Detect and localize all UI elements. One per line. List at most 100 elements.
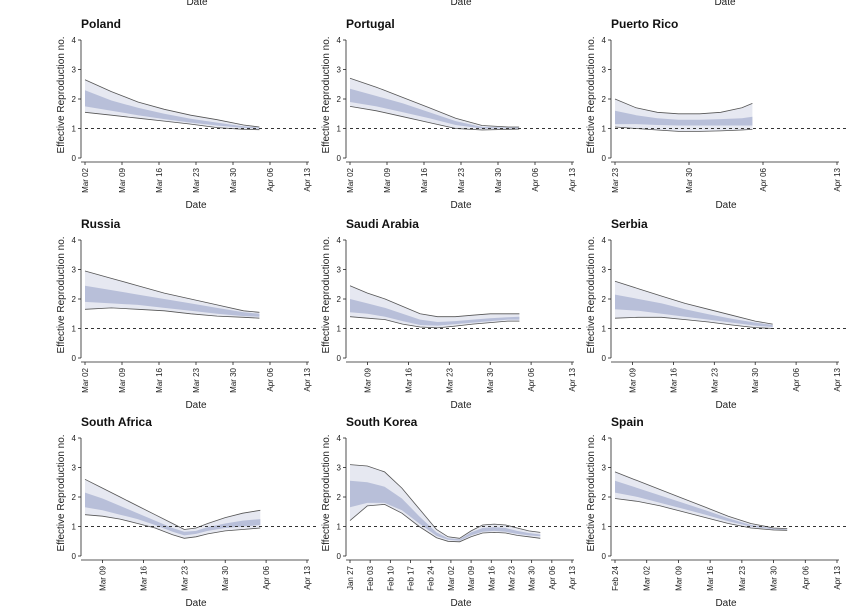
y-tick-label: 0: [72, 154, 77, 163]
x-tick-label: Mar 23: [192, 167, 201, 192]
outer-credible-band: [85, 479, 261, 539]
x-tick-label: Mar 09: [99, 565, 108, 590]
y-tick-label: 1: [602, 523, 607, 532]
y-tick-label: 0: [337, 552, 342, 561]
x-tick-label: Apr 13: [303, 565, 312, 589]
x-tick-label: Mar 09: [383, 167, 392, 192]
panel-2: 0 1 2 3 4 Mar 23 Mar 30 Apr 06 Apr 13 Puerto Rico…: [586, 17, 847, 211]
top-date-label-3: Date: [714, 0, 736, 8]
x-tick-label: Mar 09: [364, 367, 373, 392]
x-tick-label: Apr 06: [531, 167, 540, 191]
x-tick-label: Mar 23: [710, 367, 719, 392]
x-tick-label: Feb 24: [427, 565, 436, 590]
y-axis-label: Effective Reproduction no.: [56, 236, 67, 353]
outer-upper-line: [614, 280, 773, 325]
x-tick-label: Mar 02: [81, 367, 90, 392]
x-tick-label: Apr 06: [262, 565, 271, 589]
y-axis-label: Effective Reproduction no.: [586, 236, 597, 353]
x-tick-label: Mar 30: [229, 367, 238, 392]
x-tick-label: Apr 06: [548, 565, 557, 589]
x-axis-label: Date: [185, 598, 207, 608]
x-tick-label: Apr 06: [266, 167, 275, 191]
panel-5: 0 1 2 3 4 Mar 09 Mar 16 Mar 23 Mar 30 Apr 06 Apr 1…: [586, 217, 847, 411]
x-tick-label: Mar 30: [770, 565, 779, 590]
x-tick-label: Mar 23: [508, 565, 517, 590]
x-tick-label: Apr 06: [266, 367, 275, 391]
x-tick-label: Mar 09: [674, 565, 683, 590]
x-axis-label: Date: [450, 400, 472, 411]
y-tick-label: 4: [337, 434, 342, 443]
y-axis-label: Effective Reproduction no.: [321, 236, 332, 353]
x-tick-label: Mar 23: [445, 367, 454, 392]
y-tick-label: 4: [602, 434, 607, 443]
y-tick-label: 2: [337, 95, 342, 104]
outer-lower-line: [84, 111, 260, 131]
panel-title: Saudi Arabia: [346, 217, 419, 231]
x-tick-label: Mar 16: [404, 367, 413, 392]
y-tick-label: 0: [337, 154, 342, 163]
x-axis-label: Date: [450, 598, 472, 608]
y-tick-label: 2: [337, 493, 342, 502]
y-tick-label: 3: [337, 464, 342, 473]
x-tick-label: Mar 16: [139, 565, 148, 590]
x-tick-label: Feb 03: [366, 565, 375, 590]
y-tick-label: 2: [72, 493, 77, 502]
x-tick-label: Mar 23: [192, 367, 201, 392]
y-tick-label: 0: [602, 154, 607, 163]
y-tick-label: 0: [602, 354, 607, 363]
inner-credible-band: [85, 285, 260, 317]
y-tick-label: 4: [72, 236, 77, 245]
panel-4: 0 1 2 3 4 Mar 09 Mar 16 Mar 23 Mar 30 Apr 06 Apr 1…: [321, 217, 582, 411]
x-tick-label: Mar 16: [706, 565, 715, 590]
outer-lower-line: [349, 316, 520, 329]
inner-credible-band: [85, 492, 261, 536]
inner-credible-band: [350, 480, 541, 541]
x-axis-label: Date: [185, 400, 207, 411]
inner-credible-band: [350, 299, 520, 326]
panel-7: 0 1 2 3 4 Jan 27 Feb 03 Feb 10 Feb 17 Feb 24 Mar 0…: [321, 415, 582, 609]
outer-credible-band: [615, 471, 788, 531]
x-tick-label: Mar 30: [685, 167, 694, 192]
y-tick-label: 3: [602, 464, 607, 473]
outer-lower-line: [349, 106, 520, 131]
y-tick-label: 4: [602, 36, 607, 45]
x-tick-label: Apr 13: [833, 167, 842, 191]
y-axis-label: Effective Reproduction no.: [56, 434, 67, 551]
outer-credible-band: [85, 271, 260, 319]
x-tick-label: Apr 13: [833, 565, 842, 589]
x-tick-label: Apr 06: [801, 565, 810, 589]
x-axis-label: Date: [185, 200, 207, 211]
y-tick-label: 3: [337, 66, 342, 75]
x-tick-label: Apr 06: [792, 367, 801, 391]
top-date-label-1: Date: [186, 0, 208, 8]
y-tick-label: 1: [337, 125, 342, 134]
x-tick-label: Mar 23: [180, 565, 189, 590]
x-tick-label: Mar 16: [487, 565, 496, 590]
outer-upper-line: [349, 285, 520, 318]
x-tick-label: Mar 09: [118, 367, 127, 392]
x-axis-label: Date: [450, 200, 472, 211]
y-tick-label: 0: [337, 354, 342, 363]
y-tick-label: 1: [337, 325, 342, 334]
inner-credible-band: [615, 110, 753, 126]
x-tick-label: Apr 13: [303, 367, 312, 391]
panel-title: South Korea: [346, 415, 418, 429]
x-tick-label: Mar 09: [629, 367, 638, 392]
y-tick-label: 1: [602, 125, 607, 134]
y-tick-label: 4: [72, 36, 77, 45]
x-tick-label: Mar 30: [229, 167, 238, 192]
y-tick-label: 3: [337, 266, 342, 275]
y-tick-label: 1: [337, 523, 342, 532]
x-tick-label: Mar 16: [155, 367, 164, 392]
y-tick-label: 2: [337, 295, 342, 304]
outer-lower-line: [614, 498, 788, 531]
inner-credible-band: [615, 294, 773, 327]
panel-6: 0 1 2 3 4 Mar 09 Mar 16 Mar 23 Mar 30 Apr 06 Apr 1…: [56, 415, 317, 609]
outer-upper-line: [614, 98, 753, 115]
y-tick-label: 0: [72, 354, 77, 363]
x-tick-label: Apr 13: [568, 565, 577, 589]
outer-lower-line: [349, 503, 541, 543]
y-tick-label: 3: [72, 266, 77, 275]
x-tick-label: Feb 17: [407, 565, 416, 590]
